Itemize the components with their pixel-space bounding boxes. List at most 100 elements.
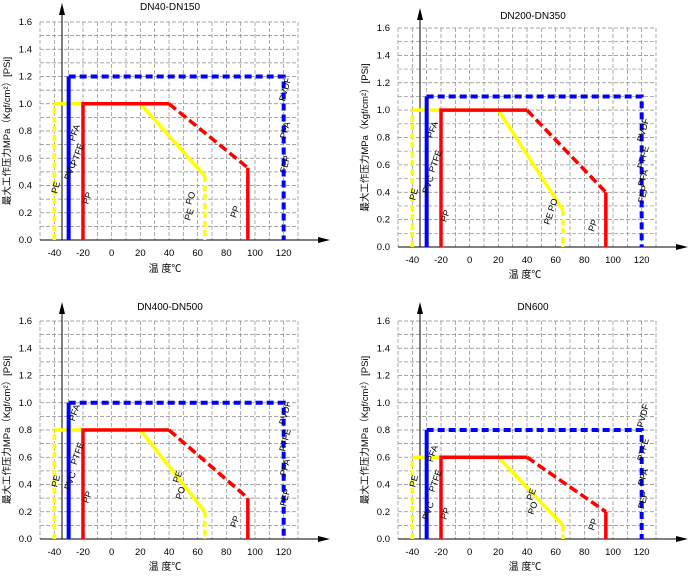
y-tick-label: 1.4 bbox=[377, 50, 390, 61]
chart-title: DN200-DN350 bbox=[500, 11, 566, 22]
series-label: PE bbox=[542, 211, 556, 226]
series-label: PE bbox=[49, 180, 62, 194]
y-tick-label: 1.2 bbox=[19, 371, 32, 382]
x-tick-label: 60 bbox=[550, 255, 561, 266]
x-tick-label: 60 bbox=[550, 547, 561, 558]
x-tick-label: 20 bbox=[493, 547, 504, 558]
y-tick-label: 0.8 bbox=[377, 133, 390, 144]
series-label: PP bbox=[81, 191, 95, 206]
x-tick-label: 80 bbox=[221, 547, 232, 558]
series-label: PTFE bbox=[277, 428, 293, 453]
y-tick-label: 0.0 bbox=[377, 242, 390, 253]
grid bbox=[397, 27, 657, 247]
x-tick-label: 20 bbox=[493, 255, 504, 266]
x-tick-label: 0 bbox=[467, 255, 472, 266]
x-tick-label: 100 bbox=[247, 248, 263, 259]
y-tick-label: 1.4 bbox=[19, 44, 32, 55]
series-label: FEP bbox=[278, 488, 292, 508]
x-tick-label: -20 bbox=[76, 248, 90, 259]
y-tick-label: 0.0 bbox=[19, 534, 32, 545]
x-axis-arrow bbox=[318, 536, 330, 542]
x-tick-label: 100 bbox=[605, 547, 621, 558]
series-label: PVC bbox=[420, 500, 436, 521]
y-axis-label: 最大工作压力MPa（Kgf/cm²）[PSi] bbox=[359, 356, 371, 504]
y-tick-label: 0.4 bbox=[19, 181, 32, 192]
chart-title: DN40-DN150 bbox=[140, 2, 200, 13]
chart-panel-4: 0.0 0.2 0.4 0.6 0.8 1.0 1.2 1.4 1.6 -40 -20 0 20 40 60… bbox=[359, 302, 688, 573]
series-label: FEP bbox=[278, 155, 292, 175]
x-tick-label: 20 bbox=[135, 248, 146, 259]
series-label: PE bbox=[49, 474, 62, 488]
chart-title: DN400-DN500 bbox=[137, 302, 203, 313]
y-tick-label: 0.6 bbox=[377, 160, 390, 171]
x-tick-label: -20 bbox=[434, 255, 448, 266]
x-axis-label: 温 度℃ bbox=[149, 262, 182, 275]
y-tick-label: 0.6 bbox=[19, 452, 32, 463]
x-axis-label: 温 度℃ bbox=[149, 560, 182, 573]
series-label: PVDF bbox=[635, 117, 651, 143]
y-tick-label: 1.6 bbox=[19, 316, 32, 327]
series-label: FEP bbox=[636, 184, 650, 204]
x-tick-label: 0 bbox=[109, 547, 114, 558]
y-tick-label: 1.6 bbox=[19, 17, 32, 28]
x-tick-label: 120 bbox=[634, 547, 650, 558]
y-tick-label: 1.6 bbox=[377, 23, 390, 34]
x-tick-label: 120 bbox=[276, 547, 292, 558]
series-label: PE bbox=[407, 474, 420, 488]
y-tick-label: 1.0 bbox=[377, 398, 390, 409]
series-pvdf-line bbox=[426, 428, 644, 539]
x-tick-label: -40 bbox=[47, 248, 61, 259]
y-axis-arrow bbox=[59, 3, 65, 15]
series-label: PO bbox=[526, 500, 540, 516]
y-axis-arrow bbox=[417, 8, 423, 20]
y-tick-label: 1.4 bbox=[19, 343, 32, 354]
series-label: PP bbox=[586, 218, 600, 233]
x-tick-label: 60 bbox=[192, 248, 203, 259]
x-tick-label: 120 bbox=[276, 248, 292, 259]
y-tick-label: 1.6 bbox=[377, 316, 390, 327]
x-axis-label: 温 度℃ bbox=[509, 268, 542, 281]
y-tick-label: 0.6 bbox=[19, 153, 32, 164]
y-tick-label: 0.2 bbox=[19, 208, 32, 219]
series-label: PFA bbox=[278, 458, 292, 477]
series-label: PVC bbox=[420, 174, 436, 195]
x-tick-label: 0 bbox=[467, 547, 472, 558]
y-tick-label: 1.2 bbox=[19, 72, 32, 83]
chart-panel-3: 0.0 0.2 0.4 0.6 0.8 1.0 1.2 1.4 1.6 -40 -20 0 20 40 60… bbox=[1, 302, 330, 573]
y-tick-label: 0.4 bbox=[19, 480, 32, 491]
series-label: PVDF bbox=[277, 76, 293, 102]
series-pp-dashed bbox=[525, 108, 608, 194]
x-axis-arrow bbox=[676, 244, 688, 250]
series-pp-line bbox=[439, 108, 527, 247]
series-label: PP bbox=[439, 209, 453, 224]
y-tick-label: 0.8 bbox=[19, 126, 32, 137]
series-label: PVC bbox=[62, 470, 78, 491]
x-tick-label: 80 bbox=[579, 547, 590, 558]
series-pp-line bbox=[81, 428, 169, 539]
x-axis-arrow bbox=[676, 536, 688, 542]
x-tick-label: 100 bbox=[247, 547, 263, 558]
series-label: PFA bbox=[636, 467, 650, 486]
x-tick-label: -20 bbox=[76, 547, 90, 558]
series-label: PE bbox=[525, 487, 539, 502]
y-tick-label: 1.0 bbox=[19, 398, 32, 409]
chart-title: DN600 bbox=[517, 302, 549, 313]
series-label: PE bbox=[171, 469, 185, 484]
y-tick-label: 0.8 bbox=[377, 425, 390, 436]
series-pvdf-line bbox=[68, 400, 286, 539]
x-tick-label: 100 bbox=[605, 255, 621, 266]
series-label: PP bbox=[228, 204, 242, 219]
y-tick-label: 0.2 bbox=[377, 215, 390, 226]
series-pp-line bbox=[439, 455, 527, 539]
series-pvdf-line bbox=[426, 94, 644, 247]
series-label: PE bbox=[407, 187, 420, 201]
series-label: PP bbox=[228, 514, 242, 529]
x-tick-label: -40 bbox=[47, 547, 61, 558]
y-tick-label: 0.4 bbox=[377, 480, 390, 491]
series-label: PTFE bbox=[635, 145, 651, 170]
x-tick-label: 80 bbox=[221, 248, 232, 259]
series-label: PFA bbox=[278, 121, 292, 140]
y-tick-label: 0.0 bbox=[377, 534, 390, 545]
chart-panel-2: 0.0 0.2 0.4 0.6 0.8 1.0 1.2 1.4 1.6 -40 -20 0 20 40 60… bbox=[359, 8, 688, 281]
